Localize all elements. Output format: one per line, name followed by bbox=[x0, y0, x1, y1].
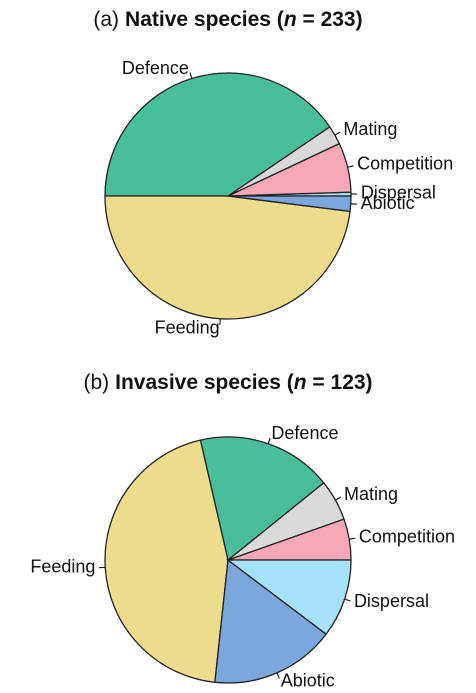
slice-label: Competition bbox=[359, 526, 455, 546]
slice-label: Defence bbox=[122, 58, 189, 78]
pie-slice bbox=[227, 195, 352, 213]
title-text: Native species ( bbox=[125, 8, 284, 31]
slice-label: Competition bbox=[357, 154, 453, 174]
slice-label: Mating bbox=[343, 119, 397, 139]
leader-line bbox=[347, 165, 354, 168]
panel-label: (a) bbox=[93, 8, 119, 31]
pie-slice bbox=[199, 436, 325, 562]
slice-label: Dispersal bbox=[354, 591, 429, 611]
slice-label: Feeding bbox=[155, 317, 220, 337]
panel-label: (b) bbox=[83, 371, 109, 394]
pie-slice bbox=[104, 195, 351, 320]
leader-line bbox=[349, 537, 356, 540]
pie-slice bbox=[226, 559, 352, 636]
slice-label: Feeding bbox=[30, 557, 95, 577]
slice-label: Defence bbox=[271, 423, 338, 443]
slice-label: Mating bbox=[344, 484, 398, 504]
leader-line bbox=[276, 672, 280, 679]
chart-title: (a) Native species (n = 233) bbox=[93, 8, 362, 31]
leader-line bbox=[334, 131, 341, 136]
leader-line bbox=[189, 72, 193, 79]
title-rest: = 233) bbox=[297, 8, 363, 31]
title-n: n bbox=[284, 8, 297, 31]
slice-label: Abiotic bbox=[361, 193, 415, 213]
leader-line bbox=[335, 496, 342, 501]
title-n: n bbox=[294, 371, 307, 394]
title-rest: = 123) bbox=[307, 371, 373, 394]
slice-label: Dispersal bbox=[361, 183, 436, 203]
leader-line bbox=[344, 598, 351, 602]
slice-label: Abiotic bbox=[281, 671, 335, 691]
leader-line bbox=[267, 437, 271, 444]
title-text: Invasive species ( bbox=[115, 371, 294, 394]
pie-slice bbox=[104, 72, 331, 197]
chart-title: (b) Invasive species (n = 123) bbox=[83, 371, 372, 394]
